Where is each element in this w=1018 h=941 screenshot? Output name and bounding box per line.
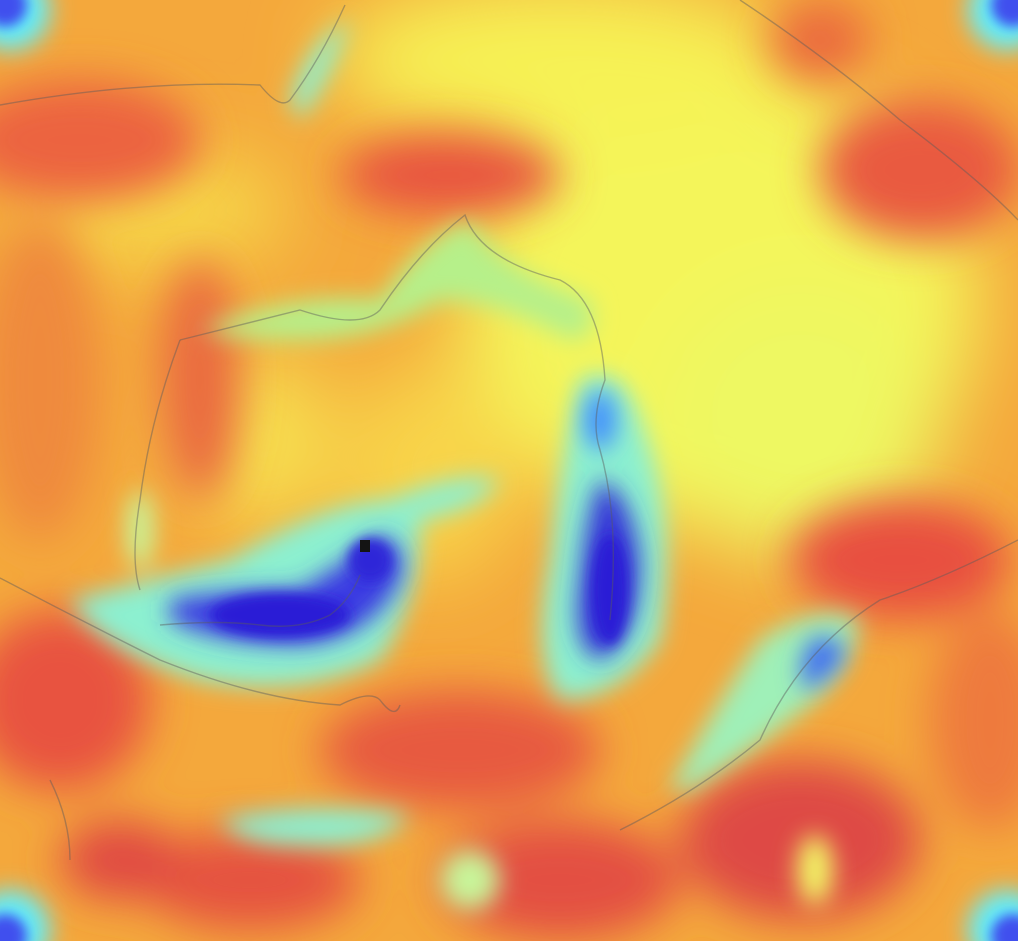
minimum-value-cores	[210, 535, 628, 645]
contour-lines	[0, 0, 1018, 861]
marker-square	[360, 540, 370, 552]
